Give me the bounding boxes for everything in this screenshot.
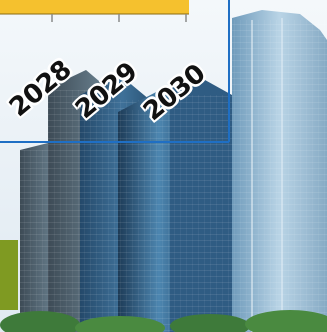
green-panel xyxy=(0,240,18,310)
timeline-bar xyxy=(0,0,189,14)
